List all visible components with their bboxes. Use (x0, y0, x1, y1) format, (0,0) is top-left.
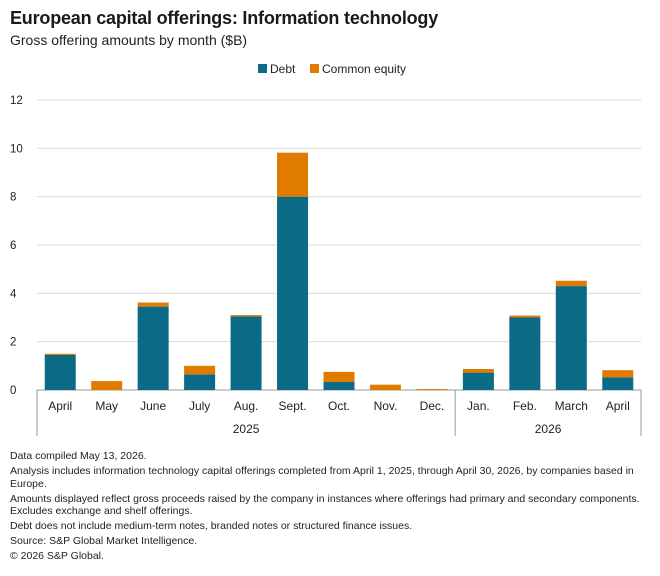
bar-debt-0 (44, 354, 76, 390)
x-tick-label: Feb. (513, 399, 537, 413)
bar-common-equity-1 (91, 381, 123, 390)
bar-debt-2 (137, 306, 169, 390)
bar-common-equity-7 (369, 384, 401, 390)
x-tick-label: Jan. (467, 399, 490, 413)
y-tick-label: 2 (10, 337, 16, 349)
bar-common-equity-0 (44, 353, 76, 355)
bar-common-equity-5 (277, 152, 309, 197)
x-tick-label: Aug. (234, 399, 259, 413)
y-tick-label: 4 (10, 288, 17, 300)
note-debt-definition: Debt does not include medium-term notes,… (10, 520, 413, 532)
x-tick-label: May (95, 399, 118, 413)
legend-swatch-debt (258, 64, 267, 73)
legend-swatch-common-equity (310, 64, 319, 73)
bar-common-equity-2 (137, 302, 169, 307)
y-tick-label: 8 (10, 192, 16, 204)
note-data-compiled: Data compiled May 13, 2026. (10, 450, 147, 462)
x-tick-label: April (606, 399, 630, 413)
bar-debt-3 (184, 374, 216, 390)
bar-common-equity-8 (416, 389, 448, 390)
chart-subtitle: Gross offering amounts by month ($B) (10, 32, 248, 48)
x-group-label-2025: 2025 (233, 422, 260, 436)
x-tick-label: March (555, 399, 588, 413)
x-tick-label: Dec. (420, 399, 445, 413)
bar-debt-11 (555, 286, 587, 390)
y-tick-label: 12 (10, 95, 23, 107)
x-tick-label: Oct. (328, 399, 350, 413)
y-tick-label: 0 (10, 385, 16, 397)
note-amounts: Amounts displayed reflect gross proceeds… (10, 492, 640, 518)
x-tick-label: April (48, 399, 72, 413)
legend-label-common-equity: Common equity (322, 62, 406, 76)
bar-common-equity-4 (230, 315, 262, 317)
bar-common-equity-10 (509, 315, 541, 318)
bar-debt-6 (323, 382, 355, 390)
y-tick-label: 10 (10, 143, 23, 155)
bar-common-equity-6 (323, 371, 355, 383)
bar-common-equity-9 (462, 368, 494, 373)
bar-debt-4 (230, 316, 262, 390)
bar-debt-12 (602, 377, 634, 390)
x-tick-label: Sept. (279, 399, 307, 413)
chart-title: European capital offerings: Information … (10, 8, 439, 28)
note-analysis-scope: Analysis includes information technology… (10, 465, 634, 490)
note-copyright: © 2026 S&P Global. (10, 550, 104, 562)
legend-label-debt: Debt (270, 62, 296, 76)
chart-notes: Data compiled May 13, 2026. Analysis inc… (10, 450, 650, 565)
bar-common-equity-11 (555, 280, 587, 287)
bar-common-equity-3 (184, 365, 216, 375)
x-tick-label: Nov. (374, 399, 398, 413)
bar-debt-10 (509, 317, 541, 390)
bar-debt-9 (462, 372, 494, 390)
stacked-bar-chart: 0 2 4 6 8 10 12 Debt Common equity April May June Ju… (10, 62, 642, 436)
x-group-label-2026: 2026 (535, 422, 562, 436)
y-tick-label: 6 (10, 240, 16, 252)
x-tick-label: July (189, 399, 210, 413)
bar-debt-5 (277, 196, 309, 390)
note-source: Source: S&P Global Market Intelligence. (10, 535, 198, 547)
x-tick-label: June (140, 399, 166, 413)
bar-common-equity-12 (602, 370, 634, 378)
